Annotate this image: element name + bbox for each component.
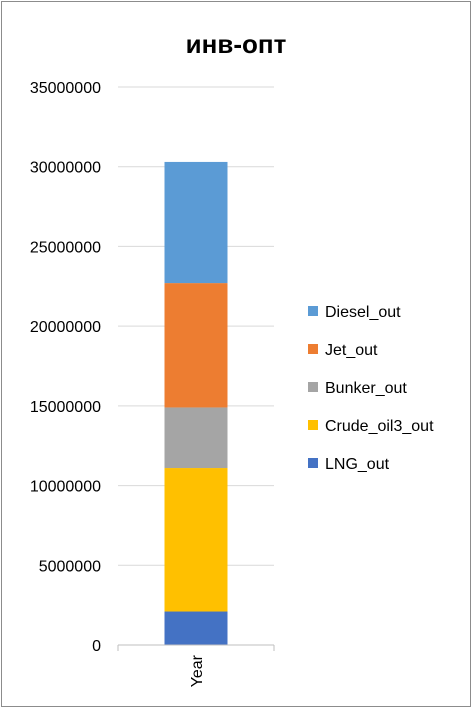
- y-tick-label: 20000000: [30, 319, 101, 336]
- y-tick-label: 10000000: [30, 479, 101, 496]
- chart-title: инв-опт: [186, 29, 287, 59]
- legend-swatch: [308, 420, 318, 430]
- x-axis-tick-labels: Year: [189, 654, 206, 687]
- bar-stack: [164, 161, 228, 645]
- legend-swatch: [308, 458, 318, 468]
- y-tick-label: 25000000: [30, 239, 101, 256]
- legend-label: LNG_out: [325, 456, 390, 473]
- legend-swatch: [308, 306, 318, 316]
- bar-segment-lng-out: [164, 611, 228, 645]
- legend-label: Jet_out: [325, 342, 378, 359]
- legend-label: Diesel_out: [325, 304, 401, 321]
- bar-segment-jet-out: [164, 283, 228, 408]
- legend: Diesel_out Jet_out Bunker_out Crude_oil3_ou…: [308, 304, 434, 473]
- legend-label: Crude_oil3_out: [325, 418, 434, 435]
- y-tick-label: 0: [92, 638, 101, 655]
- legend-swatch: [308, 382, 318, 392]
- legend-swatch: [308, 344, 318, 354]
- legend-label: Bunker_out: [325, 380, 407, 397]
- bar-segment-bunker-out: [164, 407, 228, 469]
- y-tick-label: 30000000: [30, 160, 101, 177]
- bar-segment-diesel-out: [164, 161, 228, 284]
- x-tick-label: Year: [189, 654, 206, 687]
- y-axis-tick-labels: 0 5000000 10000000 15000000 20000000 25000000…: [30, 80, 101, 655]
- bar-segment-crude-oil3-out: [164, 468, 228, 612]
- y-tick-label: 15000000: [30, 399, 101, 416]
- y-tick-label: 35000000: [30, 80, 101, 97]
- y-tick-label: 5000000: [39, 558, 101, 575]
- x-axis: [117, 644, 275, 651]
